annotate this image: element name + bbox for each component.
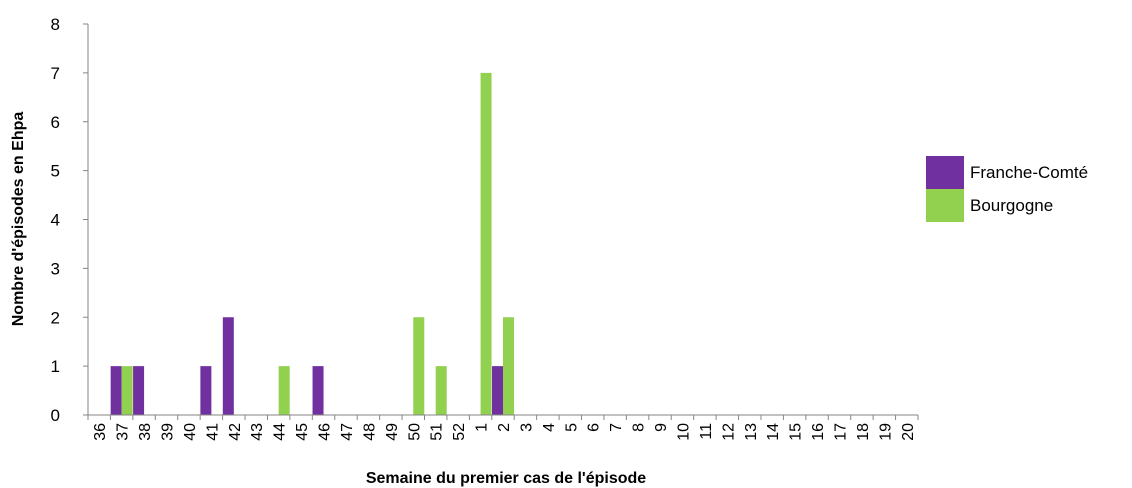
x-tick-label: 18 [855, 423, 872, 441]
x-tick-label: 12 [720, 423, 737, 441]
x-tick-label: 38 [137, 423, 154, 441]
x-tick-label: 39 [160, 423, 177, 441]
bar-1-37 [121, 366, 133, 415]
x-tick-label: 50 [406, 423, 423, 441]
bar-0-2 [492, 366, 503, 415]
x-tick-label: 1 [474, 423, 491, 432]
y-tick-label: 4 [51, 211, 60, 230]
y-tick-label: 6 [51, 113, 60, 132]
x-tick-label: 16 [810, 423, 827, 441]
x-tick-label: 5 [563, 423, 580, 432]
x-tick-label: 45 [294, 423, 311, 441]
y-tick-label: 0 [51, 406, 60, 425]
x-tick-label: 8 [631, 423, 648, 432]
x-tick-label: 48 [361, 423, 378, 441]
legend-label: Bourgogne [970, 196, 1053, 215]
y-axis-title: Nombre d'épisodes en Ehpa [10, 112, 27, 327]
x-axis-ticks: 36 37 38 39 40 41 42 43 44 45 46 47 48 49 50 51 52 1 2 3 4 5 6… [87, 415, 919, 441]
x-tick-label: 46 [317, 423, 334, 441]
bar-1-50 [413, 317, 425, 415]
bar-1-51 [435, 366, 447, 415]
legend-swatch [926, 156, 964, 189]
x-tick-label: 20 [900, 423, 917, 441]
x-tick-label: 51 [429, 423, 446, 441]
x-tick-label: 9 [653, 423, 670, 432]
bar-0-42 [222, 317, 234, 415]
legend: Franche-Comté Bourgogne [926, 156, 1088, 222]
x-tick-label: 4 [541, 423, 558, 432]
bar-1-2 [503, 317, 514, 415]
x-tick-label: 3 [518, 423, 535, 432]
bar-1-1 [480, 72, 492, 415]
bar-0-37 [110, 366, 122, 415]
legend-label: Franche-Comté [970, 163, 1088, 182]
y-tick-label: 3 [51, 259, 60, 278]
x-tick-label: 7 [608, 423, 625, 432]
y-tick-label: 7 [51, 64, 60, 83]
x-tick-label: 17 [832, 423, 849, 441]
x-tick-label: 2 [496, 423, 513, 432]
x-tick-label: 15 [788, 423, 805, 441]
bar-1-44 [278, 366, 290, 415]
x-tick-label: 13 [743, 423, 760, 441]
x-tick-label: 14 [765, 423, 782, 441]
x-tick-label: 47 [339, 423, 356, 441]
y-tick-label: 1 [51, 357, 60, 376]
x-tick-label: 43 [249, 423, 266, 441]
x-tick-label: 6 [586, 423, 603, 432]
x-axis-title: Semaine du premier cas de l'épisode [366, 470, 646, 487]
x-tick-label: 41 [204, 423, 221, 441]
x-tick-label: 42 [227, 423, 244, 441]
x-tick-label: 49 [384, 423, 401, 441]
bar-0-38 [133, 366, 145, 415]
x-tick-label: 40 [182, 423, 199, 441]
y-tick-label: 8 [51, 15, 60, 34]
y-tick-label: 2 [51, 308, 60, 327]
x-tick-label: 10 [675, 423, 692, 441]
plot-area [110, 72, 514, 415]
legend-swatch [926, 189, 964, 222]
x-tick-label: 19 [877, 423, 894, 441]
x-tick-label: 37 [115, 423, 132, 441]
bar-0-46 [312, 366, 324, 415]
bar-0-41 [200, 366, 212, 415]
y-axis-ticks: 0 1 2 3 4 5 6 7 8 [51, 15, 88, 425]
x-tick-label: 44 [272, 423, 289, 441]
x-tick-label: 52 [451, 423, 468, 441]
x-tick-label: 11 [698, 423, 715, 440]
x-tick-label: 36 [92, 423, 109, 441]
y-tick-label: 5 [51, 162, 60, 181]
